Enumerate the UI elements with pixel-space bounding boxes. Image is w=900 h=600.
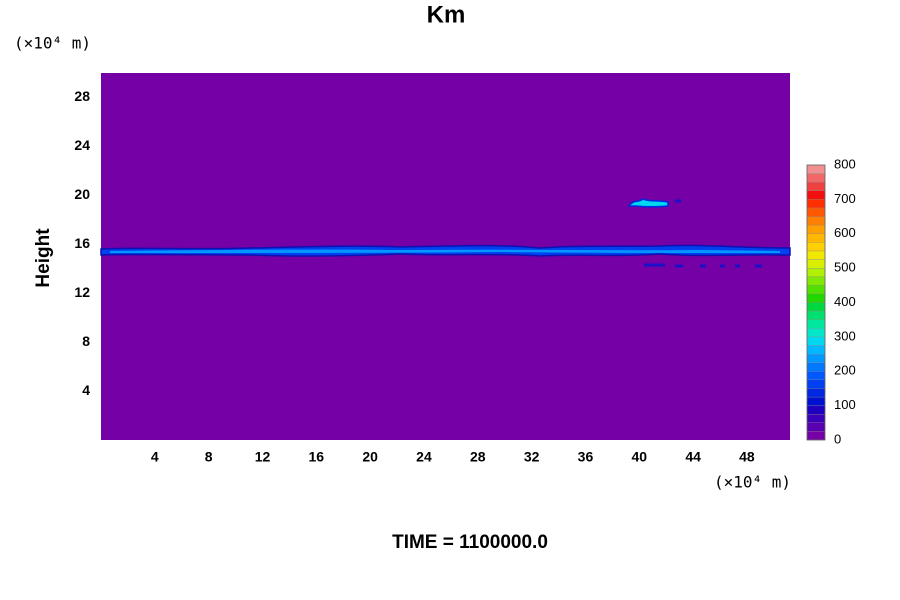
colorbar-segment <box>806 422 826 432</box>
x-tick-label: 24 <box>416 449 432 465</box>
colorbar-segment <box>806 362 826 372</box>
colorbar-tick-label: 700 <box>834 191 856 206</box>
x-tick-label: 44 <box>685 449 701 465</box>
colorbar-segment <box>806 302 826 312</box>
colorbar-segment <box>806 173 826 183</box>
colorbar-segment <box>806 276 826 286</box>
x-tick-label: 8 <box>205 449 213 465</box>
colorbar-segment <box>806 199 826 209</box>
y-tick-label: 12 <box>74 284 90 300</box>
plot-area <box>101 73 790 440</box>
colorbar-segment <box>806 431 826 441</box>
colorbar-segment <box>806 396 826 406</box>
x-tick-label: 16 <box>309 449 325 465</box>
colorbar-segment <box>806 345 826 355</box>
colorbar-segment <box>806 310 826 320</box>
contour-features <box>100 198 791 268</box>
y-tick-label: 4 <box>82 382 90 398</box>
colorbar-segment <box>806 182 826 191</box>
colorbar-segment <box>806 259 826 269</box>
y-tick-label: 28 <box>74 88 90 104</box>
y-tick-label: 24 <box>74 137 90 153</box>
colorbar-segment <box>806 371 826 380</box>
x-tick-label: 28 <box>470 449 486 465</box>
colorbar-segment <box>806 353 826 363</box>
colorbar-segment <box>806 285 826 295</box>
x-unit: (×10⁴ m) <box>714 473 791 492</box>
time-label: TIME = 1100000.0 <box>392 532 548 553</box>
y-tick-label: 16 <box>74 235 90 251</box>
colorbar-segment <box>806 225 826 234</box>
colorbar-tick-label: 200 <box>834 363 856 378</box>
colorbar-segment <box>806 336 826 346</box>
chart-title: Km <box>427 1 466 28</box>
colorbar-segment <box>806 250 826 260</box>
y-tick-label: 8 <box>82 333 90 349</box>
x-tick-label: 32 <box>524 449 540 465</box>
colorbar-segment <box>806 328 826 338</box>
colorbar-tick-label: 800 <box>834 156 856 171</box>
contour-patch <box>644 199 762 268</box>
x-tick-label: 40 <box>631 449 647 465</box>
colorbar-segment <box>806 216 826 226</box>
colorbar-tick-label: 500 <box>834 260 856 275</box>
colorbar-segment <box>806 388 826 398</box>
colorbar-segment <box>806 164 826 174</box>
colorbar-segment <box>806 207 826 217</box>
y-unit: (×10⁴ m) <box>14 34 91 53</box>
colorbar-segment <box>806 414 826 423</box>
colorbar-tick-label: 0 <box>834 431 841 446</box>
colorbar-tick-label: 600 <box>834 225 856 240</box>
colorbar-segment <box>806 267 826 277</box>
colorbar-segment <box>806 379 826 389</box>
y-tick-label: 20 <box>74 186 90 202</box>
colorbar-segment <box>806 190 826 200</box>
colorbar-tick-label: 400 <box>834 294 856 309</box>
colorbar-segment <box>806 319 826 329</box>
contour-patch <box>627 198 669 208</box>
colorbar-segment <box>806 405 826 415</box>
colorbar-tick-label: 300 <box>834 328 856 343</box>
x-tick-label: 36 <box>578 449 594 465</box>
colorbar-segment <box>806 233 826 243</box>
x-tick-label: 20 <box>362 449 378 465</box>
contour-band-core <box>110 249 780 253</box>
colorbar-segment <box>806 293 826 303</box>
colorbar-segment <box>806 242 826 252</box>
colorbar-frame <box>806 164 826 441</box>
x-tick-label: 12 <box>255 449 271 465</box>
y-axis-label: Height <box>33 228 54 288</box>
x-tick-label: 48 <box>739 449 755 465</box>
x-tick-label: 4 <box>151 449 159 465</box>
colorbar-tick-label: 100 <box>834 397 856 412</box>
